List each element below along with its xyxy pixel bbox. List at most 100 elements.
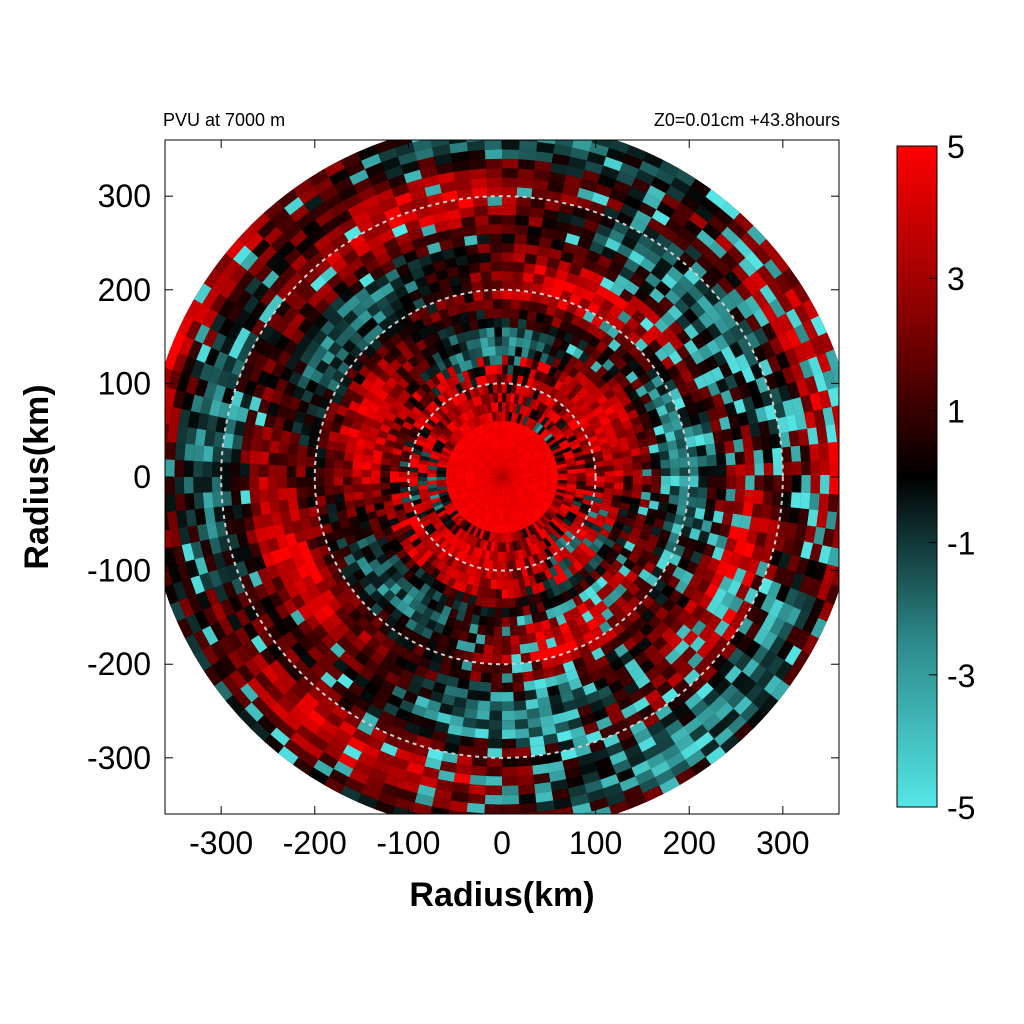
- field-cell: [489, 588, 497, 599]
- field-cell: [461, 531, 470, 543]
- field-cell: [388, 537, 401, 550]
- field-cell: [725, 487, 736, 502]
- field-cell: [493, 459, 499, 469]
- field-cell: [640, 452, 651, 463]
- field-cell: [502, 654, 513, 665]
- field-cell: [407, 430, 419, 440]
- field-cell: [510, 479, 520, 484]
- field-cell: [493, 477, 502, 481]
- field-cell: [465, 310, 478, 322]
- field-cell: [655, 432, 667, 444]
- field-cell: [433, 503, 444, 512]
- field-cell: [426, 126, 448, 139]
- field-cell: [239, 463, 250, 479]
- field-cell: [442, 529, 453, 540]
- field-cell: [554, 125, 576, 138]
- field-cell: [389, 477, 400, 484]
- field-cell: [440, 563, 452, 575]
- field-cell: [485, 196, 502, 206]
- field-cell: [490, 484, 497, 493]
- field-cell: [539, 516, 549, 526]
- field-cell: [511, 374, 519, 385]
- field-cell: [511, 569, 519, 580]
- field-cell: [513, 422, 520, 433]
- field-cell: [580, 390, 593, 402]
- field-cell: [456, 441, 466, 450]
- field-cell: [509, 481, 519, 488]
- field-cell: [591, 523, 603, 534]
- field-cell: [511, 473, 521, 477]
- field-cell: [526, 348, 536, 360]
- field-cell: [745, 475, 755, 491]
- field-cell: [502, 579, 509, 590]
- field-cell: [480, 672, 493, 683]
- field-cell: [511, 476, 521, 478]
- field-cell: [515, 488, 524, 496]
- field-cell: [489, 701, 504, 712]
- field-cell: [545, 523, 556, 533]
- field-cell: [418, 545, 430, 557]
- field-cell: [475, 719, 491, 730]
- field-cell: [575, 488, 586, 495]
- field-cell: [570, 503, 581, 512]
- field-cell: [396, 410, 408, 422]
- field-cell: [560, 503, 571, 511]
- pv-field: [165, 125, 839, 814]
- field-cell: [450, 395, 460, 407]
- field-cell: [430, 386, 442, 398]
- field-cell: [585, 429, 597, 439]
- field-cell: [517, 140, 538, 152]
- field-cell: [529, 467, 539, 472]
- field-cell: [517, 461, 527, 468]
- field-cell: [491, 299, 502, 309]
- field-cell: [382, 526, 394, 538]
- field-cell: [502, 477, 508, 486]
- field-cell: [465, 465, 476, 470]
- field-cell: [500, 177, 518, 188]
- field-cell: [267, 464, 278, 479]
- field-cell: [508, 463, 516, 471]
- field-cell: [529, 500, 539, 509]
- field-cell: [753, 488, 764, 505]
- field-cell: [495, 364, 502, 375]
- field-cell: [558, 439, 569, 448]
- field-cell: [479, 337, 489, 348]
- field-cell: [488, 720, 504, 730]
- y-tick-label: -100: [87, 553, 151, 589]
- field-cell: [435, 439, 446, 448]
- field-cell: [498, 477, 502, 486]
- field-cell: [539, 393, 549, 405]
- field-cell: [484, 480, 494, 486]
- field-cell: [503, 439, 506, 450]
- field-cell: [494, 355, 502, 365]
- field-cell: [584, 573, 597, 587]
- field-cell: [452, 619, 465, 631]
- field-cell: [482, 511, 489, 521]
- field-cell: [417, 472, 428, 478]
- field-cell: [372, 496, 384, 506]
- field-cell: [551, 542, 562, 553]
- field-cell: [603, 387, 616, 400]
- field-cell: [548, 467, 558, 473]
- field-cell: [537, 518, 547, 528]
- field-cell: [508, 464, 517, 472]
- field-cell: [827, 492, 839, 513]
- field-cell: [526, 458, 536, 465]
- field-cell: [567, 586, 580, 599]
- field-cell: [557, 482, 568, 488]
- field-cell: [500, 233, 515, 244]
- field-cell: [541, 446, 551, 454]
- field-cell: [809, 441, 820, 461]
- field-cell: [451, 363, 462, 375]
- field-cell: [558, 570, 569, 583]
- field-cell: [502, 468, 506, 477]
- field-cell: [507, 355, 515, 366]
- field-cell: [502, 477, 506, 486]
- field-cell: [525, 536, 533, 547]
- field-cell: [590, 592, 603, 606]
- field-cell: [502, 458, 505, 468]
- field-cell: [502, 473, 511, 477]
- field-cell: [491, 289, 502, 300]
- field-cell: [388, 517, 400, 528]
- field-cell: [459, 455, 469, 462]
